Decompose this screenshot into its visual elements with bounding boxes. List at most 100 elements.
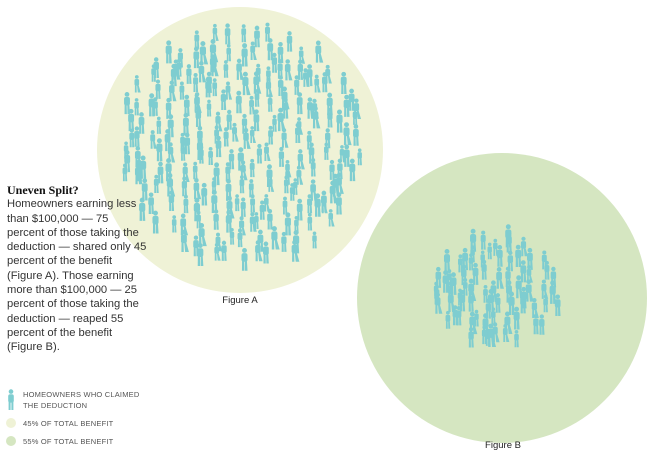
person-icon bbox=[311, 98, 319, 119]
person-icon bbox=[240, 197, 246, 217]
person-icon bbox=[289, 183, 295, 201]
person-icon bbox=[221, 240, 227, 261]
person-icon bbox=[124, 92, 130, 115]
person-icon bbox=[272, 114, 277, 132]
figure-a-people bbox=[122, 22, 362, 271]
person-icon bbox=[250, 194, 256, 213]
person-icon bbox=[324, 142, 329, 160]
person-icon bbox=[543, 294, 548, 313]
person-icon bbox=[456, 306, 462, 326]
person-icon bbox=[468, 290, 474, 312]
person-icon bbox=[153, 57, 159, 79]
person-icon bbox=[180, 143, 186, 161]
person-icon bbox=[229, 227, 235, 245]
caption-heading: Uneven Split? bbox=[7, 183, 79, 197]
person-icon bbox=[284, 59, 293, 81]
person-icon bbox=[212, 78, 218, 97]
person-icon bbox=[332, 173, 341, 197]
person-icon bbox=[234, 194, 240, 212]
person-icon bbox=[336, 109, 343, 133]
person-icon bbox=[314, 74, 321, 93]
person-icon bbox=[171, 215, 177, 233]
person-icon bbox=[265, 77, 273, 97]
person-icon bbox=[138, 112, 145, 134]
person-icon bbox=[310, 158, 316, 177]
person-icon bbox=[206, 99, 212, 117]
person-icon bbox=[128, 108, 135, 132]
person-icon bbox=[445, 310, 451, 329]
person-icon bbox=[139, 197, 146, 221]
person-icon bbox=[186, 64, 192, 84]
person-icon bbox=[496, 245, 503, 267]
person-icon bbox=[249, 95, 256, 115]
person-icon bbox=[296, 92, 303, 115]
person-icon bbox=[228, 149, 235, 170]
person-icon bbox=[255, 240, 263, 262]
person-icon bbox=[457, 288, 463, 306]
person-icon bbox=[462, 278, 468, 296]
person-icon bbox=[214, 242, 221, 261]
person-icon bbox=[520, 286, 527, 309]
person-icon bbox=[156, 138, 163, 162]
person-icon bbox=[180, 229, 189, 252]
person-icon bbox=[539, 314, 545, 335]
person-icon bbox=[480, 230, 486, 250]
figure-b-label: Figure B bbox=[485, 440, 521, 450]
person-icon bbox=[291, 240, 300, 262]
person-icon bbox=[243, 127, 251, 149]
figure-a-label: Figure A bbox=[222, 295, 258, 306]
person-icon bbox=[469, 311, 478, 335]
person-icon bbox=[197, 243, 204, 267]
person-icon bbox=[348, 88, 355, 111]
person-icon bbox=[281, 86, 290, 110]
person-icon bbox=[239, 175, 245, 194]
person-icon bbox=[193, 73, 199, 93]
person-icon bbox=[307, 194, 313, 214]
person-icon bbox=[157, 161, 164, 184]
person-icon bbox=[152, 210, 159, 234]
person-icon bbox=[241, 43, 248, 67]
person-icon bbox=[226, 43, 231, 62]
person-icon bbox=[474, 309, 479, 327]
person-icon bbox=[297, 59, 304, 80]
person-icon bbox=[193, 235, 199, 257]
person-icon bbox=[194, 30, 200, 49]
person-icon bbox=[194, 92, 202, 113]
person-icon bbox=[150, 130, 157, 149]
person-icon bbox=[181, 176, 188, 197]
person-icon bbox=[237, 228, 243, 248]
person-icon bbox=[268, 125, 274, 145]
person-icon bbox=[253, 109, 260, 132]
person-icon bbox=[502, 323, 510, 342]
person-icon bbox=[303, 68, 310, 87]
person-icon bbox=[250, 41, 257, 60]
person-icon bbox=[505, 224, 512, 248]
person-icon bbox=[481, 325, 487, 345]
person-icon bbox=[496, 267, 504, 289]
person-icon bbox=[176, 58, 182, 77]
person-icon bbox=[213, 209, 219, 230]
person-icon bbox=[168, 190, 175, 211]
caption-body: Homeowners earning less than $100,000 — … bbox=[7, 198, 147, 354]
person-icon bbox=[312, 231, 317, 249]
person-icon bbox=[458, 254, 463, 273]
person-icon bbox=[215, 135, 222, 158]
person-icon bbox=[544, 260, 550, 280]
person-icon bbox=[549, 280, 556, 304]
person-icon bbox=[307, 212, 313, 231]
person-icon bbox=[136, 159, 142, 182]
person-icon bbox=[254, 25, 260, 48]
person-icon bbox=[225, 81, 233, 100]
person-icon bbox=[472, 262, 479, 285]
person-icon bbox=[525, 279, 534, 302]
person-icon bbox=[271, 52, 278, 73]
person-icon bbox=[306, 64, 313, 87]
person-icon bbox=[165, 40, 172, 64]
person-icon bbox=[249, 126, 256, 143]
person-icon bbox=[343, 94, 350, 117]
person-icon bbox=[259, 200, 265, 220]
person-icon bbox=[148, 93, 155, 117]
person-icon bbox=[468, 253, 474, 271]
person-icon bbox=[129, 128, 135, 148]
